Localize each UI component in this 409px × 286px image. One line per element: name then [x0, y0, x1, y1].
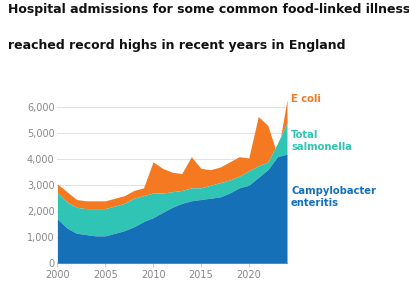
Text: E coli: E coli: [290, 94, 320, 104]
Text: Campylobacter
enteritis: Campylobacter enteritis: [290, 186, 375, 208]
Text: reached record highs in recent years in England: reached record highs in recent years in …: [8, 39, 345, 51]
Text: Total
salmonella: Total salmonella: [290, 130, 351, 152]
Text: Hospital admissions for some common food-linked illnesses: Hospital admissions for some common food…: [8, 3, 409, 16]
